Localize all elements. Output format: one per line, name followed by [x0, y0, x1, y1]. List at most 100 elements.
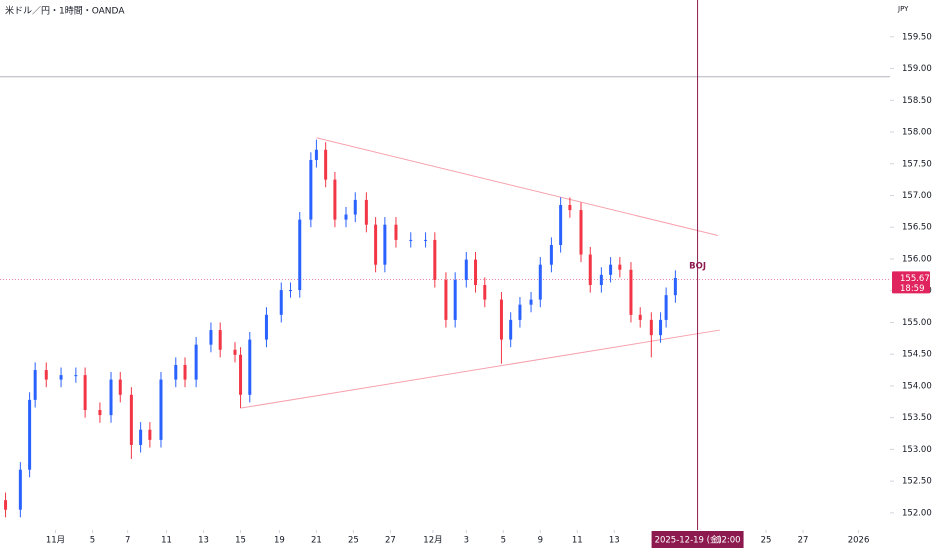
candle-body	[194, 344, 198, 380]
x-tick-label: 25	[761, 536, 772, 546]
candle-body	[559, 205, 563, 246]
trendline	[316, 137, 719, 236]
trendline	[240, 329, 720, 409]
candle-body	[664, 295, 668, 320]
candle-body	[18, 469, 22, 510]
y-tick-label: 155.000	[902, 318, 932, 328]
candle-body	[483, 284, 487, 300]
y-tick-label: 159.500	[902, 32, 932, 42]
y-tick-label: 152.000	[902, 508, 932, 518]
candle-body	[209, 330, 213, 345]
crosshair-date: 2025-12-19 (金)	[655, 535, 722, 546]
y-tick-label: 159.000	[902, 64, 932, 74]
candle-body	[118, 379, 122, 395]
candle-body	[629, 269, 633, 315]
candle-body	[74, 375, 78, 377]
candle-body	[409, 239, 413, 241]
candle-body	[279, 290, 283, 315]
y-tick-label: 156.000	[902, 254, 932, 264]
candle-body	[424, 239, 428, 241]
x-tick-label: 11	[161, 536, 172, 546]
candle-body	[394, 224, 398, 240]
y-tick-label: 157.500	[902, 159, 932, 169]
x-tick-label: 3	[464, 536, 469, 546]
candle-body	[83, 375, 87, 411]
candle-body	[139, 429, 143, 445]
candle-body	[183, 364, 187, 380]
x-tick-label: 5	[501, 536, 506, 546]
candle-body	[148, 429, 152, 440]
candle-body	[239, 354, 243, 395]
y-tick-label: 154.000	[902, 381, 932, 391]
y-tick-label: 158.500	[902, 96, 932, 106]
candle-body	[618, 264, 622, 270]
y-tick-label: 154.500	[902, 350, 932, 360]
y-tick-label: 158.000	[902, 128, 932, 138]
y-tick-label: 153.000	[902, 445, 932, 455]
candle-body	[529, 299, 533, 305]
candle-body	[474, 259, 478, 285]
candle-body	[453, 279, 457, 320]
candle-body	[638, 314, 642, 320]
x-tick-label: 11	[572, 536, 583, 546]
countdown-label: 18:59	[900, 284, 925, 294]
candle-body	[649, 319, 653, 336]
candle-body	[314, 149, 318, 160]
candle-body	[218, 330, 222, 350]
candle-body	[374, 224, 378, 265]
candle-body	[159, 379, 163, 440]
candle-body	[588, 254, 592, 285]
x-tick-label: 7	[125, 536, 130, 546]
x-tick-label: 2026	[848, 536, 870, 546]
chart-title: 米ドル／円・1時間・OANDA	[5, 5, 125, 17]
candle-body	[518, 304, 522, 320]
candle-body	[538, 264, 542, 300]
candle-body	[383, 224, 387, 265]
x-tick-label: 21	[311, 536, 322, 546]
x-tick-label: 27	[385, 536, 396, 546]
candle-body	[109, 379, 113, 416]
x-tick-label: 13	[198, 536, 209, 546]
candle-body	[28, 399, 32, 470]
x-tick-label: 9	[538, 536, 543, 546]
candle-body	[549, 245, 553, 265]
candle-body	[333, 179, 337, 220]
candle-body	[324, 149, 328, 180]
y-tick-label: 156.500	[902, 223, 932, 233]
y-tick-label: 152.500	[902, 477, 932, 487]
candle-body	[353, 199, 357, 215]
candle-body	[44, 370, 48, 380]
candle-body	[264, 314, 268, 340]
candle-body	[464, 259, 468, 280]
candle-body	[248, 339, 252, 395]
x-tick-label: 5	[90, 536, 95, 546]
candle-body	[344, 214, 348, 220]
candle-body	[444, 279, 448, 320]
candle-body	[433, 239, 437, 280]
candle-body	[129, 394, 133, 445]
candle-body	[609, 264, 613, 275]
annotation: BOJ	[689, 261, 706, 271]
x-tick-label: 13	[609, 536, 620, 546]
x-tick-label: 27	[798, 536, 809, 546]
crosshair-time: 12:00	[716, 536, 741, 546]
x-tick-label: 15	[235, 536, 246, 546]
last-price-label: 155.678	[900, 274, 932, 284]
candle-body	[499, 299, 503, 340]
candle-body	[98, 410, 102, 416]
candle-body	[174, 364, 178, 380]
y-tick-label: 157.000	[902, 191, 932, 201]
candle-body	[233, 349, 237, 355]
currency-label: JPY	[897, 5, 909, 13]
crosshair-label-box	[651, 531, 744, 548]
candle-body	[509, 319, 513, 340]
candle-body	[599, 274, 603, 285]
candle-body	[579, 210, 583, 255]
candle-body	[309, 159, 313, 220]
last-price-box	[892, 271, 930, 294]
candle-body	[568, 205, 572, 211]
x-tick-label: 25	[348, 536, 359, 546]
candle-body	[288, 290, 292, 292]
candle-body	[4, 500, 8, 510]
